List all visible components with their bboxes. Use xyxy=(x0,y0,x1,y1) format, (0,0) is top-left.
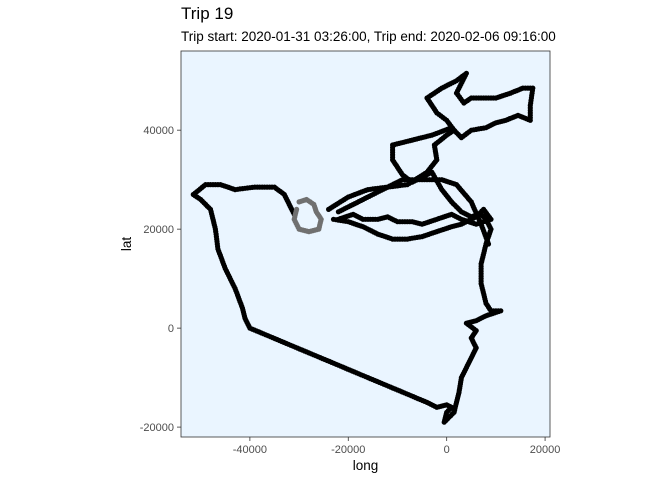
y-axis: -20000 0 20000 40000 xyxy=(140,125,181,434)
x-tick-label: 0 xyxy=(444,444,450,456)
data-point xyxy=(335,216,341,222)
y-tick-label: 0 xyxy=(168,323,174,335)
chart-subtitle: Trip start: 2020-01-31 03:26:00, Trip en… xyxy=(181,29,556,44)
y-axis-title: lat xyxy=(119,237,134,252)
plot-panel-border xyxy=(180,50,551,438)
x-tick-label: -20000 xyxy=(331,444,365,456)
x-tick-label: 20000 xyxy=(530,444,561,456)
data-point xyxy=(485,241,492,247)
y-tick-label: 40000 xyxy=(143,125,174,137)
data-point xyxy=(296,199,302,205)
y-tick-label: 20000 xyxy=(143,224,174,236)
x-axis: -40000 -20000 0 20000 xyxy=(233,437,561,456)
x-axis-title: long xyxy=(353,458,379,473)
x-tick-label: -40000 xyxy=(233,444,267,456)
y-tick-label: -20000 xyxy=(140,422,174,434)
trip-points xyxy=(190,70,536,425)
chart-title: Trip 19 xyxy=(181,4,234,23)
